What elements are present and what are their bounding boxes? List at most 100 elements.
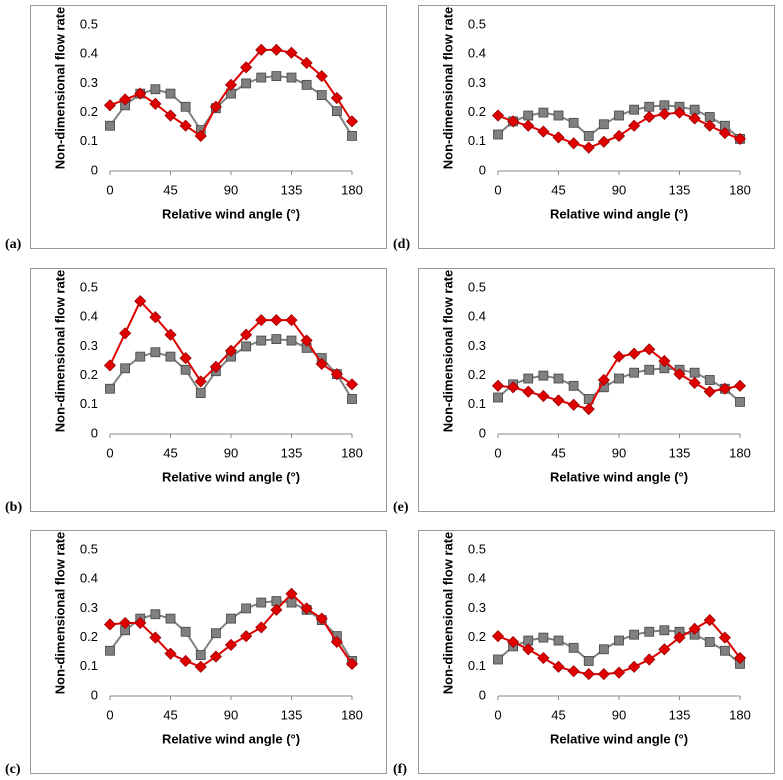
panel-label: (f) (393, 762, 407, 777)
y-tick-label: 0.3 (80, 75, 98, 90)
y-tick-label: 0.2 (80, 629, 98, 644)
square-marker (256, 335, 267, 346)
diamond-marker (300, 602, 313, 615)
x-tick-label: 135 (281, 445, 303, 460)
square-marker (614, 635, 624, 646)
y-tick-label: 0.3 (80, 338, 98, 353)
square-marker (583, 131, 594, 141)
square-marker (301, 79, 312, 90)
diamond-marker (597, 373, 610, 387)
diamond-marker (164, 109, 177, 122)
diamond-marker (658, 354, 671, 368)
y-tick-label: 0.5 (468, 279, 486, 294)
diamond-marker (345, 115, 359, 128)
diamond-marker (119, 616, 132, 630)
square-marker (553, 110, 564, 121)
y-axis-label: Non-dimensional flow rate (52, 270, 67, 433)
y-tick-label: 0.1 (80, 658, 98, 673)
diamond-marker (240, 61, 253, 74)
diamond-marker (209, 100, 222, 113)
diamond-marker (330, 91, 343, 105)
square-marker (719, 645, 730, 656)
diamond-marker (582, 141, 595, 154)
diamond-marker (643, 110, 656, 124)
diamond-marker (582, 668, 595, 681)
diamond-marker (285, 314, 298, 327)
square-marker (568, 380, 579, 391)
diamond-marker (718, 382, 731, 395)
diamond-marker (688, 376, 701, 389)
square-marker (644, 364, 655, 375)
square-marker (241, 341, 252, 352)
x-tick-label: 180 (729, 182, 751, 197)
square-marker (241, 78, 252, 89)
square-marker (165, 351, 176, 362)
diamond-marker (149, 97, 162, 110)
y-tick-label: 0.2 (468, 629, 486, 644)
diamond-marker (567, 137, 580, 150)
square-marker (271, 334, 282, 344)
square-marker (538, 370, 549, 381)
y-tick-label: 0 (479, 687, 486, 702)
diamond-marker (270, 603, 283, 616)
y-tick-label: 0.5 (468, 541, 486, 556)
y-tick-label: 0.4 (468, 571, 486, 586)
x-tick-label: 135 (281, 707, 303, 722)
diamond-marker (103, 618, 117, 631)
panel-border (30, 5, 387, 249)
diamond-marker (673, 368, 686, 381)
x-tick-label: 0 (494, 445, 501, 460)
x-tick-label: 180 (341, 182, 363, 197)
square-marker (644, 101, 655, 112)
square-marker (644, 626, 655, 637)
square-marker (347, 394, 357, 404)
diamond-marker (718, 631, 731, 644)
y-tick-label: 0.4 (468, 309, 486, 324)
y-tick-label: 0.2 (468, 104, 486, 119)
x-tick-label: 45 (163, 445, 177, 460)
diamond-marker (552, 394, 565, 407)
x-tick-label: 135 (669, 707, 691, 722)
square-marker (180, 626, 191, 637)
diamond-marker (179, 119, 192, 132)
panel-label: (c) (5, 762, 21, 777)
diamond-marker (703, 119, 716, 132)
chart-panel: 0 0.1 0.2 0.3 0.4 0.5 0 45 90 135 180 Relative wind… (30, 268, 387, 512)
diamond-marker (255, 314, 268, 327)
diamond-marker (507, 381, 520, 394)
square-marker (553, 635, 564, 646)
diamond-marker (522, 119, 535, 132)
diamond-marker (194, 660, 207, 673)
square-marker (614, 110, 624, 121)
chart-panel: 0 0.1 0.2 0.3 0.4 0.5 0 45 90 135 180 Relative wind… (418, 530, 775, 774)
diamond-marker (315, 70, 328, 83)
diamond-marker (103, 99, 117, 112)
diamond-marker (537, 125, 550, 138)
square-marker (241, 603, 252, 614)
square-marker (493, 129, 503, 140)
x-tick-label: 45 (551, 182, 565, 197)
panel-border (418, 530, 775, 774)
diamond-marker (703, 614, 716, 627)
diamond-marker (345, 657, 359, 670)
diamond-marker (567, 398, 580, 411)
y-tick-label: 0.2 (468, 367, 486, 382)
diamond-marker (733, 651, 747, 665)
diamond-marker (703, 385, 716, 398)
y-tick-label: 0.5 (80, 541, 98, 556)
square-marker (105, 383, 115, 394)
diamond-marker (224, 78, 238, 91)
x-tick-label: 135 (281, 182, 303, 197)
diamond-marker (255, 621, 268, 634)
y-tick-label: 0.3 (80, 600, 98, 615)
diamond-marker (567, 665, 580, 678)
y-tick-label: 0.1 (468, 396, 486, 411)
y-tick-label: 0 (91, 425, 98, 440)
diamond-marker (491, 379, 505, 392)
square-marker (568, 642, 579, 653)
square-marker (629, 629, 640, 640)
y-axis-label: Non-dimensional flow rate (52, 532, 67, 695)
y-tick-label: 0.1 (468, 658, 486, 673)
